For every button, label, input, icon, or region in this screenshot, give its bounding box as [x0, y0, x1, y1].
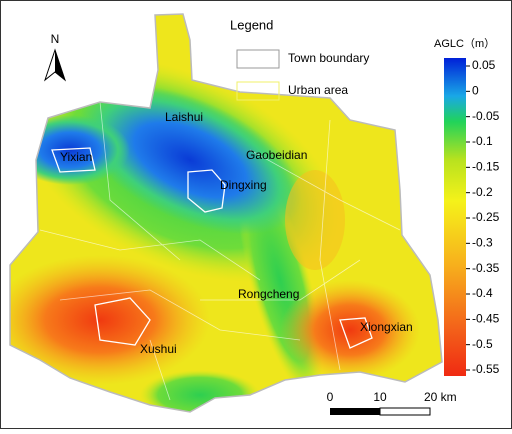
colorbar-title: AGLC（m） [434, 37, 495, 50]
colorbar-tick-label: 0.05 [472, 58, 496, 72]
colorbar-tick-label: -0.5 [472, 337, 493, 351]
scale-label: 20 km [424, 390, 457, 404]
scale-label: 10 [373, 390, 387, 404]
legend-item: Urban area [288, 83, 348, 97]
place-label: Gaobeidian [246, 148, 307, 162]
place-label: Dingxing [220, 178, 267, 192]
colorbar-tick-label: -0.05 [472, 109, 500, 123]
north-label: N [51, 32, 60, 46]
scale-label: 0 [327, 390, 334, 404]
place-label: Xushui [140, 342, 177, 356]
legend-swatch [236, 81, 280, 101]
place-label: Yixian [60, 150, 92, 164]
place-label: Rongcheng [238, 287, 299, 301]
colorbar-tick-label: -0.4 [472, 286, 493, 300]
surface [10, 14, 442, 412]
colorbar-tick-label: -0.1 [472, 134, 493, 148]
colorbar-tick-label: -0.45 [472, 312, 500, 326]
colorbar-tick-label: -0.25 [472, 210, 500, 224]
colorbar-tick-label: -0.3 [472, 236, 493, 250]
legend-item: Town boundary [288, 51, 369, 65]
place-label: Laishui [165, 110, 203, 124]
colorbar-tick-label: -0.55 [472, 362, 500, 376]
place-label: Xiongxian [360, 320, 413, 334]
colorbar-tick-label: -0.2 [472, 185, 493, 199]
colorbar-tick-label: 0 [472, 84, 479, 98]
colorbar [444, 58, 466, 376]
legend-title: Legend [230, 17, 273, 32]
colorbar-tick-label: -0.35 [472, 261, 500, 275]
colorbar-tick-label: -0.15 [472, 160, 500, 174]
north-arrow: N [43, 32, 67, 82]
legend-swatch [236, 49, 280, 69]
scale-bar [330, 407, 431, 416]
